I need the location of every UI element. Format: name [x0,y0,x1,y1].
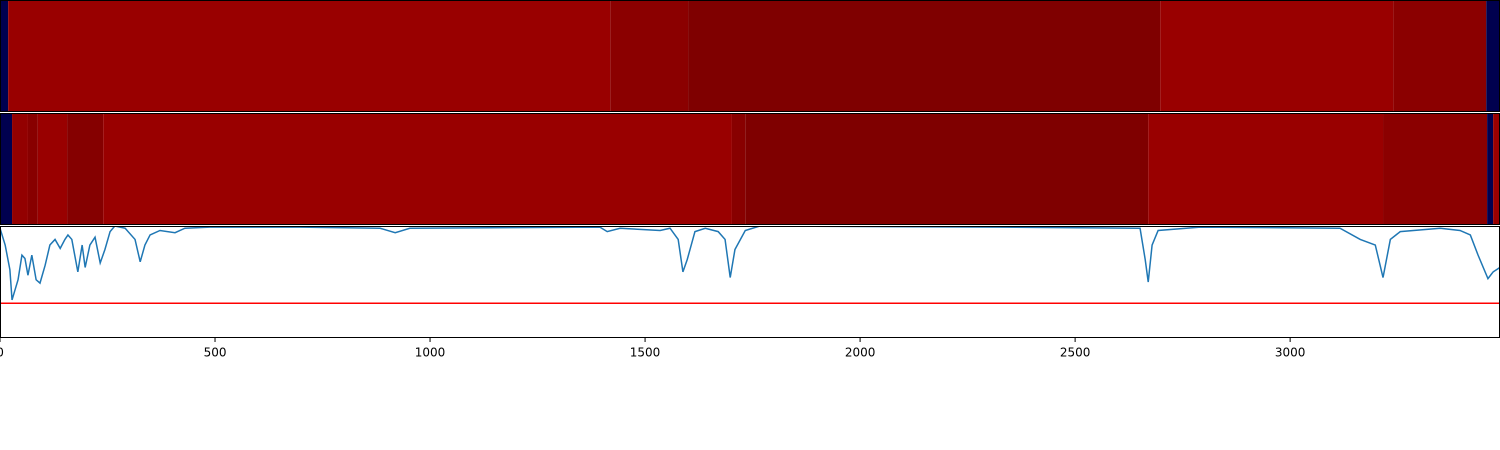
panel-frame [0,226,1500,338]
heatmap-cell [27,113,38,225]
heatmap-cell [37,113,68,225]
heatmap-cell [12,113,28,225]
heatmap-cell [0,0,9,112]
heatmap-cell [103,113,732,225]
heatmap-cell [1160,0,1394,112]
heatmap-cell [8,0,611,112]
heatmap-cell [745,113,1149,225]
heatmap-cell [1393,0,1487,112]
x-tick-label: 500 [204,346,227,360]
heatmap-cell [1148,113,1384,225]
heatmap-cell [0,113,13,225]
x-tick-label: 2000 [845,346,876,360]
heatmap-cell [67,113,104,225]
x-tick-label: 2500 [1060,346,1091,360]
heatmap-cell [688,0,1161,112]
heatmap-cell [610,0,689,112]
heatmap-cell [1493,113,1500,225]
heatmap-cell [1486,0,1500,112]
plot-area [0,226,1500,305]
x-tick-label: 1500 [630,346,661,360]
x-tick-label: 0 [0,346,4,360]
heatmap-cell [731,113,746,225]
heatmap-cell [1487,113,1494,225]
line-series [0,226,1500,301]
x-tick-label: 1000 [415,346,446,360]
heatmap-cell [1383,113,1488,225]
x-tick-label: 3000 [1275,346,1306,360]
